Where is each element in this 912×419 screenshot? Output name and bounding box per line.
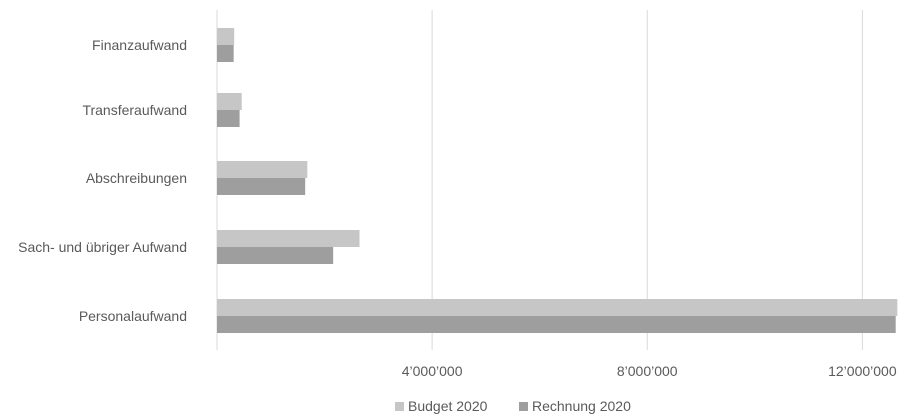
x-tick-label: 4’000’000 <box>402 363 463 379</box>
bar-budget <box>217 230 360 247</box>
bar-budget <box>217 299 898 316</box>
bar-budget <box>217 161 308 178</box>
legend-label: Rechnung 2020 <box>532 398 631 414</box>
bar-budget <box>217 93 242 110</box>
bar-budget <box>217 28 235 45</box>
bar-rechnung <box>217 316 896 333</box>
category-label: Transferaufwand <box>82 102 187 118</box>
bar-rechnung <box>217 178 306 195</box>
legend-label: Budget 2020 <box>408 398 488 414</box>
category-label: Finanzaufwand <box>92 37 187 53</box>
bars <box>217 28 898 333</box>
legend-swatch <box>395 402 404 411</box>
category-label: Abschreibungen <box>86 170 187 186</box>
bar-rechnung <box>217 110 240 127</box>
bar-rechnung <box>217 247 334 264</box>
category-labels: Finanzaufwand Transferaufwand Abschreibung… <box>18 37 187 324</box>
category-label: Sach- und übriger Aufwand <box>18 239 187 255</box>
x-tick-label: 8’000’000 <box>617 363 678 379</box>
x-tick-label: 12’000’000 <box>828 363 897 379</box>
category-label: Personalaufwand <box>79 308 187 324</box>
legend: Budget 2020 Rechnung 2020 <box>395 398 631 414</box>
x-tick-labels: 4’000’000 8’000’000 12’000’000 <box>402 363 897 379</box>
bar-rechnung <box>217 45 234 62</box>
legend-swatch <box>519 402 528 411</box>
